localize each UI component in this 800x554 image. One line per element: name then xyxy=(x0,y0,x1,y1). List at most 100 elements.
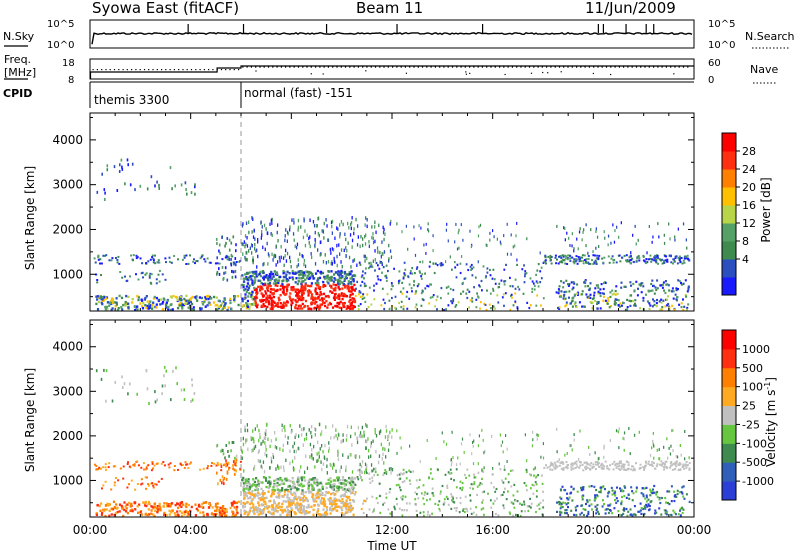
range-gate-cell xyxy=(243,240,245,244)
range-gate-cell xyxy=(235,454,238,458)
range-gate-cell xyxy=(297,258,299,262)
range-gate-cell xyxy=(453,261,456,264)
range-gate-cell xyxy=(289,292,292,295)
range-gate-cell xyxy=(358,434,361,438)
range-gate-cell xyxy=(122,477,125,480)
range-gate-cell xyxy=(360,508,363,511)
range-gate-cell xyxy=(213,513,216,516)
range-gate-cell xyxy=(447,292,450,295)
range-gate-cell xyxy=(505,498,508,501)
range-gate-cell xyxy=(382,266,385,269)
range-gate-cell xyxy=(419,271,421,274)
range-gate-cell xyxy=(567,284,570,287)
range-gate-cell xyxy=(674,513,677,516)
range-gate-cell xyxy=(308,289,311,292)
range-gate-cell xyxy=(137,296,140,299)
range-gate-cell xyxy=(376,246,379,250)
range-gate-cell xyxy=(688,468,691,471)
range-gate-cell xyxy=(365,233,367,237)
range-gate-cell xyxy=(318,298,321,302)
range-gate-cell xyxy=(594,505,597,508)
range-gate-cell xyxy=(461,488,463,492)
range-gate-cell xyxy=(371,476,374,479)
range-gate-cell xyxy=(421,298,424,301)
range-gate-cell xyxy=(265,444,267,449)
range-gate-cell xyxy=(152,261,155,264)
range-gate-cell xyxy=(257,497,260,500)
range-gate-cell xyxy=(481,501,483,504)
range-gate-cell xyxy=(607,504,610,507)
range-gate-cell xyxy=(644,261,647,264)
range-gate-cell xyxy=(279,302,282,305)
range-gate-cell xyxy=(167,504,170,508)
range-gate-cell xyxy=(647,258,650,261)
range-gate-cell xyxy=(405,471,408,474)
range-gate-cell xyxy=(388,257,390,261)
range-gate-cell xyxy=(316,484,319,487)
range-gate-cell xyxy=(245,290,248,294)
range-gate-cell xyxy=(609,295,612,299)
range-gate-cell xyxy=(649,464,652,466)
range-gate-cell xyxy=(469,229,471,233)
range-gate-cell xyxy=(687,303,690,306)
range-gate-cell xyxy=(360,434,362,439)
range-gate-cell xyxy=(349,502,352,505)
range-gate-cell xyxy=(596,507,599,510)
range-gate-cell xyxy=(296,483,300,486)
range-gate-cell xyxy=(472,511,475,514)
range-gate-cell xyxy=(366,224,368,229)
range-gate-cell xyxy=(334,296,338,299)
range-gate-cell xyxy=(630,294,633,297)
range-gate-cell xyxy=(359,473,361,477)
range-gate-cell xyxy=(173,469,176,472)
range-gate-cell xyxy=(269,288,273,291)
range-gate-cell xyxy=(142,276,144,279)
range-gate-cell xyxy=(477,462,479,466)
range-gate-cell xyxy=(542,490,544,493)
range-gate-cell xyxy=(164,304,168,307)
range-gate-cell xyxy=(634,302,636,305)
range-gate-cell xyxy=(273,253,275,258)
range-gate-cell xyxy=(310,284,313,288)
range-gate-cell xyxy=(665,501,667,504)
nave-point xyxy=(233,69,235,71)
range-gate-cell xyxy=(152,484,155,487)
range-gate-cell xyxy=(296,501,299,504)
range-gate-cell xyxy=(155,462,158,465)
range-gate-cell xyxy=(118,262,121,265)
range-gate-cell xyxy=(243,512,246,515)
range-gate-cell xyxy=(233,506,236,509)
range-gate-cell xyxy=(595,257,598,260)
range-gate-cell xyxy=(666,510,669,513)
range-gate-cell xyxy=(253,480,256,484)
range-gate-cell xyxy=(602,499,604,502)
range-gate-cell xyxy=(651,446,653,450)
range-gate-cell xyxy=(535,304,538,307)
range-gate-cell xyxy=(323,277,326,280)
range-gate-cell xyxy=(260,236,262,240)
range-gate-cell xyxy=(242,242,244,247)
range-gate-cell xyxy=(381,252,383,256)
range-gate-cell xyxy=(258,273,261,276)
range-gate-cell xyxy=(564,305,567,308)
range-gate-cell xyxy=(237,303,240,307)
range-gate-cell xyxy=(585,468,587,471)
range-gate-cell xyxy=(257,450,260,454)
range-gate-cell xyxy=(223,297,226,300)
range-gate-cell xyxy=(242,506,245,509)
range-gate-cell xyxy=(361,295,364,298)
range-gate-cell xyxy=(543,466,546,469)
range-gate-cell xyxy=(340,440,342,444)
range-gate-cell xyxy=(287,436,289,440)
range-gate-cell xyxy=(363,285,366,288)
range-gate-cell xyxy=(283,493,286,496)
range-gate-cell xyxy=(226,237,229,240)
range-gate-cell xyxy=(273,484,276,487)
range-gate-cell xyxy=(603,281,605,285)
range-gate-cell xyxy=(432,262,435,265)
range-gate-cell xyxy=(265,274,268,277)
range-gate-cell xyxy=(500,242,502,246)
range-gate-cell xyxy=(255,295,258,298)
range-gate-cell xyxy=(298,511,301,514)
range-gate-cell xyxy=(150,175,153,179)
